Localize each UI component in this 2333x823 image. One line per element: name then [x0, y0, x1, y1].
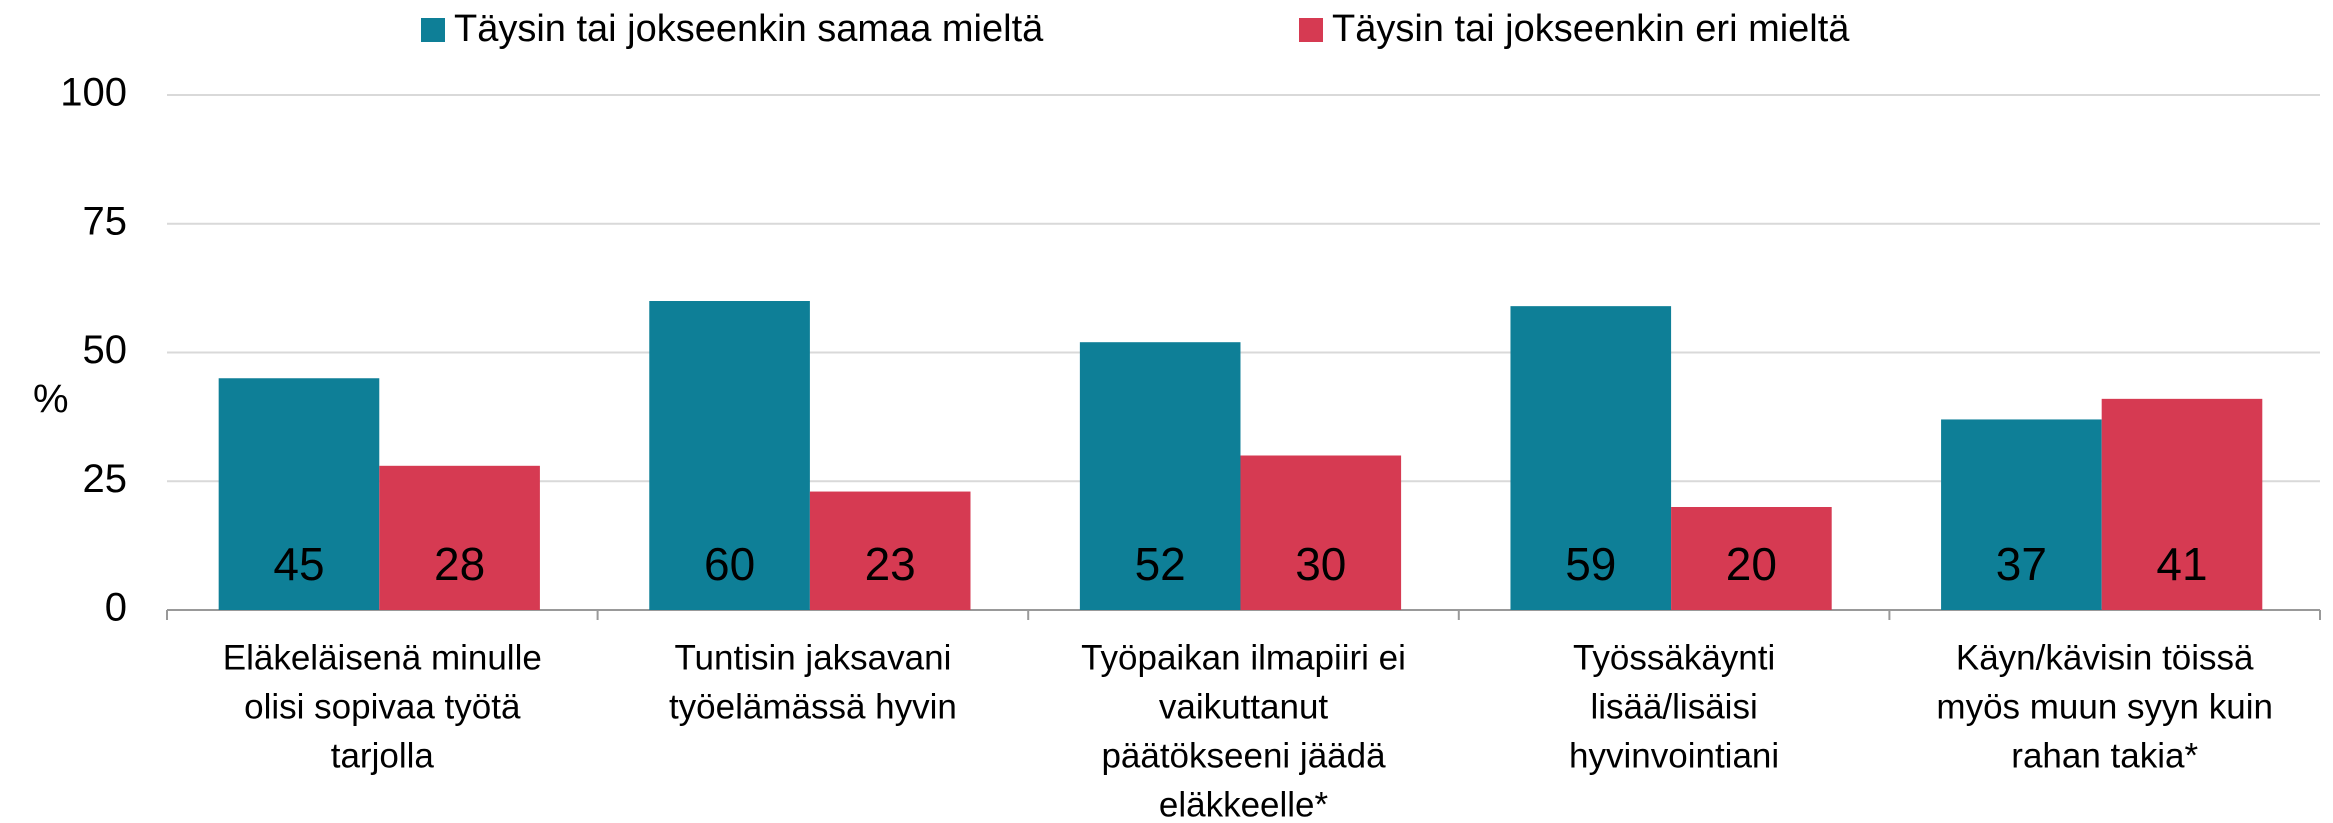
data-label: 37 [1996, 538, 2047, 590]
x-tick-label: myös muun syyn kuin [1936, 687, 2273, 726]
x-tick-label: tarjolla [331, 736, 435, 775]
bar [649, 301, 810, 610]
bar [1079, 342, 1241, 610]
y-axis-label: % [33, 378, 69, 422]
x-tick-label: Tuntisin jaksavani [674, 638, 951, 677]
data-label: 45 [273, 538, 324, 590]
data-label: 20 [1726, 538, 1777, 590]
bar [379, 465, 540, 610]
bar [809, 491, 971, 610]
x-tick-label: lisää/lisäisi [1590, 687, 1757, 726]
legend-label: Täysin tai jokseenkin eri mieltä [1332, 8, 1850, 50]
bar [1941, 419, 2102, 610]
x-tick-label: eläkkeelle* [1159, 785, 1329, 823]
y-tick-label: 0 [105, 586, 127, 630]
x-tick-label: rahan takia* [2011, 736, 2198, 775]
x-tick-label: Työssäkäynti [1573, 638, 1775, 677]
y-tick-label: 75 [83, 199, 128, 243]
data-label: 52 [1135, 538, 1186, 590]
bar [2101, 398, 2263, 610]
bar [1510, 306, 1672, 610]
y-tick-label: 50 [83, 328, 128, 372]
legend-swatch [1299, 18, 1323, 42]
x-tick-label: päätökseeni jäädä [1101, 736, 1386, 775]
data-label: 59 [1565, 538, 1616, 590]
data-label: 23 [865, 538, 916, 590]
data-label: 60 [704, 538, 755, 590]
data-label: 30 [1295, 538, 1346, 590]
x-tick-label: Työpaikan ilmapiiri ei [1081, 638, 1406, 677]
y-tick-label: 100 [60, 71, 127, 115]
y-tick-label: 25 [83, 457, 128, 501]
x-tick-label: työelämässä hyvin [669, 687, 957, 726]
legend-label: Täysin tai jokseenkin samaa mieltä [454, 8, 1044, 50]
bar [1240, 455, 1402, 610]
legend-swatch [421, 18, 445, 42]
bar [1671, 507, 1832, 610]
x-tick-label: olisi sopivaa työtä [244, 687, 521, 726]
bar [218, 378, 380, 610]
x-tick-label: hyvinvointiani [1569, 736, 1779, 775]
data-label: 41 [2156, 538, 2207, 590]
x-tick-label: Käyn/kävisin töissä [1956, 638, 2254, 677]
data-label: 28 [434, 538, 485, 590]
x-tick-label: vaikuttanut [1159, 687, 1329, 726]
x-tick-label: Eläkeläisenä minulle [223, 638, 542, 677]
